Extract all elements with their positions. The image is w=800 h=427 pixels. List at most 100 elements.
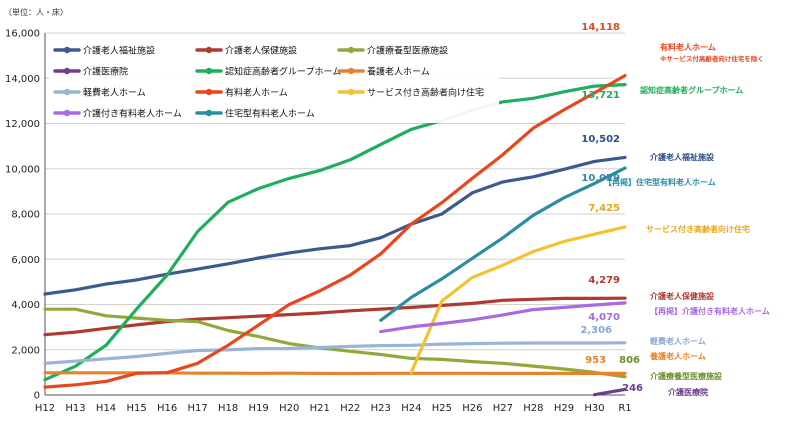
data-point [471, 176, 474, 180]
data-point [257, 335, 260, 338]
series-line [43, 341, 627, 365]
x-tick-label: H26 [462, 403, 482, 414]
legend-entry: 有料老人ホーム [225, 87, 288, 99]
data-point [532, 96, 535, 100]
data-point [410, 222, 413, 226]
data-point [501, 313, 505, 317]
y-tick-label: 2,000 [11, 345, 40, 356]
data-point [562, 167, 566, 171]
data-point [287, 347, 291, 350]
x-tick-label: H28 [523, 403, 543, 414]
data-point [593, 84, 596, 88]
series-end-note: ※サービス付高齢者向け住宅を除く [660, 54, 764, 63]
legend-entry: 認知症高齢者グループホーム [225, 66, 341, 78]
legend-entry: サービス付き高齢者向け住宅 [367, 87, 484, 99]
data-point [379, 372, 383, 375]
series-end-label: 軽費老人ホーム [650, 336, 706, 346]
data-point [43, 385, 47, 389]
data-point [562, 108, 566, 112]
data-point [410, 127, 413, 131]
x-tick-label: H12 [35, 403, 55, 414]
series-end-label: 介護老人福祉施設 [649, 152, 715, 162]
data-point [226, 343, 230, 347]
data-point [74, 383, 77, 387]
legend-entry: 介護老人保健施設 [225, 45, 297, 57]
legend-entry: 介護付き有料老人ホーム [83, 108, 182, 120]
data-point [318, 169, 322, 172]
y-tick-label: 10,000 [5, 164, 40, 175]
data-point [348, 309, 352, 313]
data-point [165, 319, 169, 322]
data-point [226, 348, 230, 352]
series-end-value: 4,279 [588, 275, 620, 286]
data-point [562, 240, 566, 243]
y-tick-label: 6,000 [11, 255, 40, 266]
data-point [379, 353, 383, 356]
legend-marker [63, 67, 71, 75]
data-point [593, 160, 596, 163]
data-point [501, 153, 505, 156]
series-line [43, 296, 627, 337]
data-point [257, 347, 260, 350]
data-point [440, 212, 444, 216]
data-point [348, 349, 352, 353]
x-tick-label: H27 [493, 403, 513, 414]
data-point [379, 252, 383, 256]
data-point [623, 372, 627, 375]
data-point [257, 187, 260, 190]
data-point [196, 349, 199, 352]
data-point [348, 273, 352, 277]
data-point [623, 225, 627, 229]
legend-marker [205, 109, 213, 117]
legend-box [49, 37, 499, 123]
axes: 0 2,000 4,000 6,000 8,000 10,000 12,000 14,000 1… [5, 29, 632, 415]
series-end-label: 介護医療院 [667, 387, 708, 397]
data-point [501, 362, 505, 365]
data-point [74, 330, 77, 334]
data-point [318, 247, 322, 251]
data-point [440, 358, 444, 361]
x-tick-label: H16 [157, 403, 177, 414]
data-point [379, 330, 383, 333]
legend-marker [347, 46, 355, 54]
x-tick-label: H21 [310, 403, 330, 414]
data-point [74, 364, 77, 368]
data-point [501, 341, 505, 345]
data-point [257, 256, 260, 260]
data-point [74, 307, 77, 311]
y-tick-label: 16,000 [5, 29, 40, 40]
data-point [226, 371, 230, 375]
data-point [410, 357, 413, 360]
data-point [43, 307, 47, 311]
series-line [409, 225, 627, 374]
data-point [318, 289, 322, 293]
data-point [74, 371, 77, 375]
data-point [104, 380, 108, 383]
legend-marker [347, 67, 355, 75]
data-point [593, 303, 596, 307]
data-point [501, 236, 505, 240]
data-point [135, 323, 138, 327]
x-tick-label: H23 [371, 403, 391, 414]
data-point [226, 200, 230, 204]
data-point [287, 303, 291, 306]
data-point [287, 342, 291, 345]
x-tick-label: R1 [618, 403, 631, 414]
data-point [410, 371, 413, 374]
data-point [165, 352, 169, 355]
data-point [43, 292, 47, 296]
data-point [471, 360, 474, 363]
series-line [43, 73, 627, 389]
data-point [318, 372, 322, 375]
data-point [623, 388, 627, 391]
data-point [532, 364, 535, 368]
data-point [623, 166, 627, 170]
data-point [440, 299, 444, 303]
data-point [532, 175, 535, 179]
x-tick-label: H25 [432, 403, 452, 414]
data-point [348, 158, 352, 162]
data-point [104, 357, 108, 361]
data-point [532, 308, 535, 311]
